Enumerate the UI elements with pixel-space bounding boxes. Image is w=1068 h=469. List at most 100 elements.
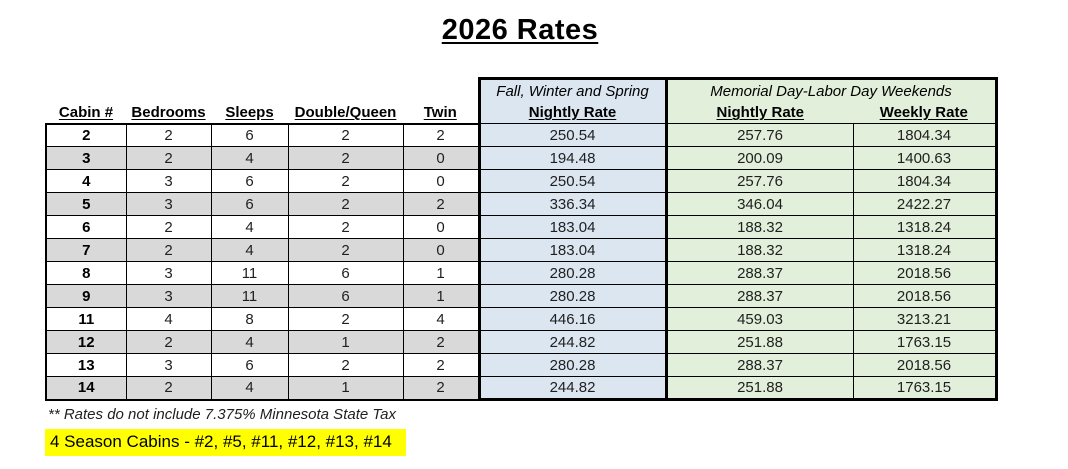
cell-twin: 0 — [402, 215, 480, 239]
cell-cabin: 11 — [45, 307, 127, 331]
cell-bedrooms: 4 — [125, 307, 212, 331]
cell-sleeps: 6 — [210, 122, 289, 147]
header-twin: Twin — [403, 102, 480, 124]
table-row: 7 2 4 2 0 183.04 188.32 1318.24 — [45, 238, 998, 262]
cell-bedrooms: 2 — [125, 215, 212, 239]
cell-double-queen: 2 — [287, 307, 404, 331]
cell-mdld-nightly-rate: 188.32 — [664, 215, 854, 239]
table-row: 12 2 4 1 2 244.82 251.88 1763.15 — [45, 330, 998, 354]
cell-mdld-weekly-rate: 1318.24 — [852, 215, 998, 239]
header-fws-nightly-rate: Nightly Rate — [477, 102, 668, 124]
cell-sleeps: 6 — [210, 169, 289, 193]
cell-twin: 0 — [402, 146, 480, 170]
cell-sleeps: 4 — [210, 376, 289, 401]
cell-sleeps: 11 — [210, 261, 289, 285]
cell-fws-nightly-rate: 250.54 — [477, 169, 668, 193]
column-header-row: Cabin # Bedrooms Sleeps Double/Queen Twi… — [46, 102, 998, 124]
header-mdld-weekly-rate: Weekly Rate — [853, 102, 998, 124]
cell-double-queen: 6 — [287, 284, 404, 308]
cell-fws-nightly-rate: 244.82 — [477, 376, 668, 401]
cell-double-queen: 2 — [287, 146, 404, 170]
cell-mdld-weekly-rate: 2018.56 — [852, 353, 998, 377]
cell-sleeps: 4 — [210, 215, 289, 239]
cell-double-queen: 2 — [287, 353, 404, 377]
cell-cabin: 13 — [45, 353, 127, 377]
cell-mdld-nightly-rate: 459.03 — [664, 307, 854, 331]
cell-cabin: 3 — [45, 146, 127, 170]
page-title: 2026 Rates — [441, 14, 599, 46]
cell-twin: 2 — [402, 330, 480, 354]
header-mdld-nightly-rate: Nightly Rate — [664, 102, 854, 124]
cell-mdld-nightly-rate: 288.37 — [664, 353, 854, 377]
cell-fws-nightly-rate: 280.28 — [477, 284, 668, 308]
tax-disclaimer-note: ** Rates do not include 7.375% Minnesota… — [48, 406, 397, 423]
cell-bedrooms: 2 — [125, 238, 212, 262]
cell-double-queen: 1 — [287, 330, 404, 354]
cell-sleeps: 4 — [210, 330, 289, 354]
cell-twin: 2 — [402, 122, 480, 147]
cell-mdld-weekly-rate: 1400.63 — [852, 146, 998, 170]
season-header-memorial-labor: Memorial Day-Labor Day Weekends — [664, 77, 998, 103]
cell-mdld-weekly-rate: 3213.21 — [852, 307, 998, 331]
table-row: 4 3 6 2 0 250.54 257.76 1804.34 — [45, 169, 998, 193]
cell-bedrooms: 2 — [125, 376, 212, 401]
cell-twin: 2 — [402, 353, 480, 377]
cell-mdld-nightly-rate: 288.37 — [664, 261, 854, 285]
cell-mdld-nightly-rate: 346.04 — [664, 192, 854, 216]
table-row: 13 3 6 2 2 280.28 288.37 2018.56 — [45, 353, 998, 377]
cell-cabin: 12 — [45, 330, 127, 354]
cell-mdld-nightly-rate: 200.09 — [664, 146, 854, 170]
header-sleeps: Sleeps — [211, 102, 288, 124]
cell-mdld-weekly-rate: 1763.15 — [852, 330, 998, 354]
cell-mdld-nightly-rate: 251.88 — [664, 376, 854, 401]
cell-fws-nightly-rate: 280.28 — [477, 353, 668, 377]
cell-bedrooms: 3 — [125, 192, 212, 216]
cell-cabin: 14 — [45, 376, 127, 401]
cell-twin: 0 — [402, 169, 480, 193]
season-header-spacer — [46, 78, 480, 103]
cell-mdld-weekly-rate: 2018.56 — [852, 284, 998, 308]
cell-fws-nightly-rate: 194.48 — [477, 146, 668, 170]
table-row: 6 2 4 2 0 183.04 188.32 1318.24 — [45, 215, 998, 239]
cell-cabin: 8 — [45, 261, 127, 285]
cell-sleeps: 4 — [210, 238, 289, 262]
cell-twin: 2 — [402, 192, 480, 216]
cell-sleeps: 8 — [210, 307, 289, 331]
cell-double-queen: 2 — [287, 192, 404, 216]
table-row: 11 4 8 2 4 446.16 459.03 3213.21 — [45, 307, 998, 331]
cell-twin: 4 — [402, 307, 480, 331]
cell-bedrooms: 3 — [125, 284, 212, 308]
cell-double-queen: 1 — [287, 376, 404, 401]
header-cabin: Cabin # — [46, 102, 126, 124]
cell-double-queen: 6 — [287, 261, 404, 285]
rates-table: Fall, Winter and Spring Memorial Day-Lab… — [45, 77, 998, 401]
cell-mdld-weekly-rate: 1318.24 — [852, 238, 998, 262]
season-header-fall-winter-spring: Fall, Winter and Spring — [477, 77, 668, 103]
cell-mdld-nightly-rate: 257.76 — [664, 123, 854, 147]
cell-mdld-nightly-rate: 288.37 — [664, 284, 854, 308]
cell-twin: 1 — [402, 284, 480, 308]
cell-twin: 2 — [402, 376, 480, 401]
cell-cabin: 2 — [45, 122, 127, 147]
cell-cabin: 9 — [45, 284, 127, 308]
cell-bedrooms: 2 — [125, 146, 212, 170]
cell-double-queen: 2 — [287, 122, 404, 147]
cell-mdld-nightly-rate: 251.88 — [664, 330, 854, 354]
cell-sleeps: 11 — [210, 284, 289, 308]
cell-fws-nightly-rate: 336.34 — [477, 192, 668, 216]
four-season-cabins-note: 4 Season Cabins - #2, #5, #11, #12, #13,… — [45, 429, 406, 456]
cell-mdld-nightly-rate: 257.76 — [664, 169, 854, 193]
cell-mdld-weekly-rate: 1763.15 — [852, 376, 998, 401]
cell-bedrooms: 2 — [125, 122, 212, 147]
table-row: 5 3 6 2 2 336.34 346.04 2422.27 — [45, 192, 998, 216]
cell-cabin: 7 — [45, 238, 127, 262]
cell-double-queen: 2 — [287, 238, 404, 262]
cell-mdld-nightly-rate: 188.32 — [664, 238, 854, 262]
cell-double-queen: 2 — [287, 215, 404, 239]
cell-bedrooms: 3 — [125, 169, 212, 193]
cell-fws-nightly-rate: 250.54 — [477, 123, 668, 147]
cell-mdld-weekly-rate: 2018.56 — [852, 261, 998, 285]
header-bedrooms: Bedrooms — [126, 102, 211, 124]
page-title-wrap: 2026 Rates — [45, 14, 995, 47]
cell-cabin: 4 — [45, 169, 127, 193]
